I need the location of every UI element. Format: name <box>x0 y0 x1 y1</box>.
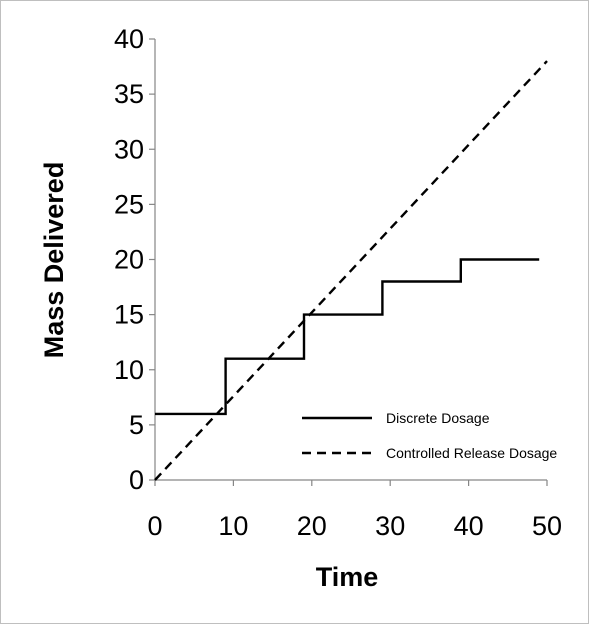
y-tick-label: 15 <box>114 300 144 330</box>
x-axis-title: Time <box>316 562 379 592</box>
x-tick-label: 10 <box>218 511 248 541</box>
legend: Discrete Dosage Controlled Release Dosage <box>302 410 557 461</box>
y-axis-title: Mass Delivered <box>39 162 69 359</box>
series-layer <box>154 60 548 481</box>
y-tick-label: 20 <box>114 245 144 275</box>
series-line-controlled-release <box>154 60 548 481</box>
y-tick-label: 10 <box>114 355 144 385</box>
y-axis-ticks: 0 5 10 15 20 25 30 35 40 <box>114 24 155 495</box>
x-tick-label: 50 <box>532 511 562 541</box>
x-tick-label: 40 <box>454 511 484 541</box>
x-tick-label: 20 <box>297 511 327 541</box>
y-tick-label: 0 <box>129 465 144 495</box>
y-tick-label: 25 <box>114 189 144 219</box>
y-tick-label: 40 <box>114 24 144 54</box>
y-tick-label: 30 <box>114 134 144 164</box>
x-tick-label: 0 <box>147 511 162 541</box>
legend-label: Discrete Dosage <box>386 410 490 426</box>
y-tick-label: 35 <box>114 79 144 109</box>
y-tick-label: 5 <box>129 410 144 440</box>
legend-label: Controlled Release Dosage <box>386 445 557 461</box>
x-axis-ticks: 0 10 20 30 40 50 <box>147 480 562 541</box>
series-line-discrete <box>155 258 540 416</box>
x-tick-label: 30 <box>375 511 405 541</box>
